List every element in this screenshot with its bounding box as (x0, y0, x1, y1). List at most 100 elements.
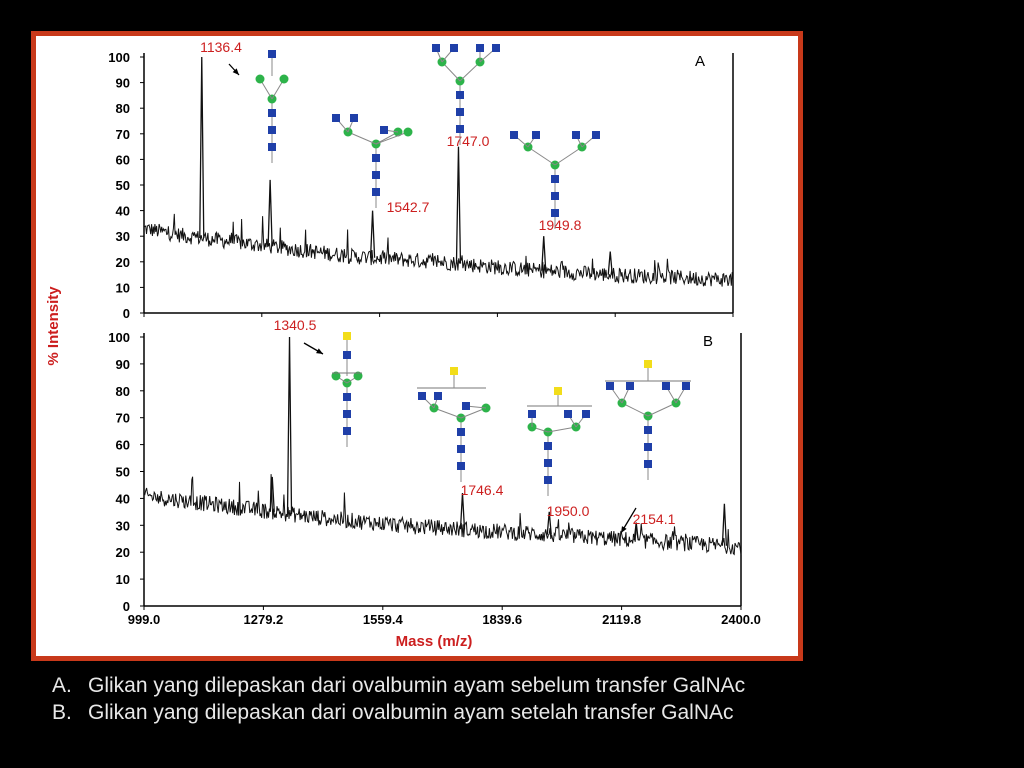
panel-a-peak (541, 236, 547, 271)
panel-b-peak (459, 492, 466, 530)
panel-a-y-tick-label: 100 (108, 50, 130, 65)
caption-a-text: Glikan yang dilepaskan dari ovalbumin ay… (88, 674, 746, 697)
glcnac-square-icon (476, 44, 484, 52)
annotation-arrow-1136-head (232, 68, 239, 75)
glcnac-square-icon (551, 192, 559, 200)
glcnac-square-icon (372, 188, 380, 196)
panel-a-y-tick-label: 60 (116, 152, 130, 167)
figure-frame: 0 10 20 30 40 50 60 70 80 90 100 A % Intensity 0 10 20 3… (31, 31, 803, 661)
panel-a-letter: A (695, 53, 705, 70)
glcnac-square-icon (343, 351, 351, 359)
panel-a-peak (455, 146, 462, 264)
caption-b: B. Glikan yang dilepaskan dari ovalbumin… (52, 699, 745, 726)
glcnac-square-icon (457, 428, 465, 436)
glycan-bond (547, 426, 577, 433)
panel-b-y-tick-label: 0 (123, 599, 130, 614)
mannose-circle-icon (353, 371, 363, 381)
panel-b-y-tick-label: 60 (116, 438, 130, 453)
glcnac-square-icon (644, 426, 652, 434)
caption-b-letter: B. (52, 701, 72, 724)
glcnac-square-icon (572, 131, 580, 139)
mass-spectra-chart: 0 10 20 30 40 50 60 70 80 90 100 A % Intensity 0 10 20 3… (45, 39, 761, 650)
glcnac-square-icon (510, 131, 518, 139)
glcnac-square-icon (544, 459, 552, 467)
glcnac-square-icon (418, 392, 426, 400)
glcnac-square-icon (432, 44, 440, 52)
glycan-bond (375, 131, 409, 145)
glcnac-square-icon (492, 44, 500, 52)
panel-a-peak (267, 179, 273, 247)
caption-b-text: Glikan yang dilepaskan dari ovalbumin ay… (88, 701, 734, 724)
glcnac-square-icon (592, 131, 600, 139)
glcnac-square-icon (644, 460, 652, 468)
panel-a-y-tick-label: 20 (116, 255, 130, 270)
glcnac-square-icon (551, 209, 559, 217)
glcnac-square-icon (350, 114, 358, 122)
panel-b-x-tick-label: 2119.8 (602, 612, 641, 627)
panel-a-spectrum-trace (143, 213, 734, 287)
glcnac-square-icon (551, 175, 559, 183)
glcnac-square-icon (544, 442, 552, 450)
glycan-bond (347, 131, 377, 145)
glycan-bond (459, 61, 481, 82)
glcnac-square-icon (644, 443, 652, 451)
panel-b-x-tick-label: 1559.4 (363, 612, 404, 627)
glcnac-square-icon (564, 410, 572, 418)
panel-b-x-tick-label: 999.0 (128, 612, 161, 627)
panel-a-peak-label: 1949.8 (539, 217, 582, 233)
panel-b-y-tick-label: 30 (116, 518, 130, 533)
glcnac-square-icon (456, 91, 464, 99)
glcnac-square-icon (626, 382, 634, 390)
glcnac-square-icon (343, 427, 351, 435)
panel-b-y-tick-label: 50 (116, 465, 130, 480)
panel-b-spectrum-trace (143, 474, 742, 556)
panel-b-y-tick-label: 70 (116, 411, 130, 426)
panel-b-y-tick-label: 100 (108, 330, 130, 345)
panel-b-peak (546, 511, 552, 535)
annotation-arrow-1340-head (316, 348, 323, 354)
glycan-bond (433, 407, 462, 419)
panel-b-peak-label: 1340.5 (274, 317, 317, 333)
panel-b-x-tick-label: 1279.2 (244, 612, 284, 627)
mannose-circle-icon (255, 74, 265, 84)
panel-a-y-tick-label: 80 (116, 101, 130, 116)
glcnac-square-icon (268, 126, 276, 134)
glcnac-square-icon (456, 125, 464, 133)
panel-a-peak-label: 1747.0 (447, 133, 490, 149)
panel-b-peak-label: 1746.4 (461, 482, 504, 498)
glycan-bond (621, 402, 649, 417)
panel-b-peak (633, 522, 639, 541)
panel-a-y-tick-label: 90 (116, 76, 130, 91)
galnac-square-icon (554, 387, 562, 395)
panel-b-peak (286, 336, 293, 515)
galnac-square-icon (644, 360, 652, 368)
glcnac-square-icon (268, 109, 276, 117)
panel-a-y-tick-label: 30 (116, 229, 130, 244)
glcnac-square-icon (544, 476, 552, 484)
annotation-arrow-2154-head (621, 526, 627, 533)
glycan-bond (647, 402, 677, 417)
glcnac-square-icon (332, 114, 340, 122)
panel-a-peak-label: 1542.7 (387, 199, 430, 215)
panel-a-y-tick-label: 40 (116, 204, 130, 219)
glcnac-square-icon (268, 50, 276, 58)
panel-a-peak-label: 1136.4 (200, 39, 242, 55)
panel-a-y-tick-label: 10 (116, 280, 130, 295)
glcnac-square-icon (343, 410, 351, 418)
panel-b-y-tick-label: 80 (116, 384, 130, 399)
panel-b-peak-label: 1950.0 (547, 503, 590, 519)
panel-b-peak (721, 503, 728, 546)
glycan-bond (527, 146, 556, 166)
glcnac-square-icon (450, 44, 458, 52)
caption-a-letter: A. (52, 674, 72, 697)
galnac-square-icon (450, 367, 458, 375)
glcnac-square-icon (456, 108, 464, 116)
glcnac-square-icon (582, 410, 590, 418)
galnac-square-icon (343, 332, 351, 340)
x-axis-title: Mass (m/z) (396, 633, 473, 650)
panel-a-y-tick-label: 50 (116, 178, 130, 193)
caption-a: A. Glikan yang dilepaskan dari ovalbumin… (52, 672, 745, 699)
panel-a-peak (199, 56, 205, 239)
glcnac-square-icon (682, 382, 690, 390)
panel-b-x-tick-label: 1839.6 (482, 612, 522, 627)
